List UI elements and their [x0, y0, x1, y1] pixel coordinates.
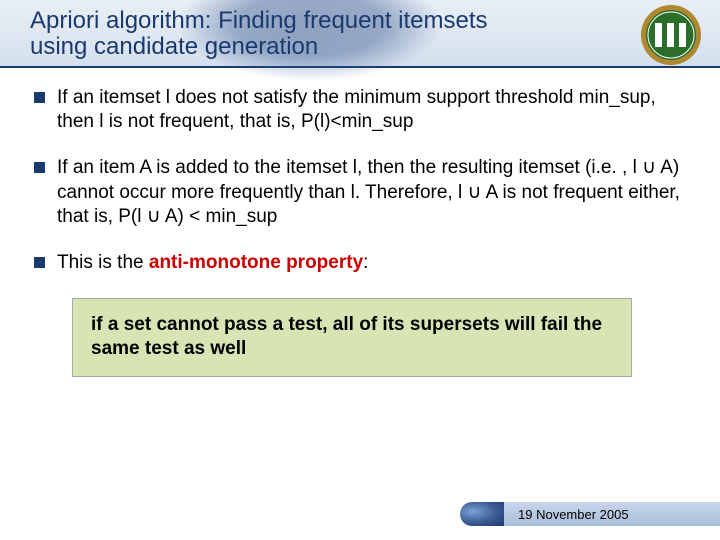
footer-date: 19 November 2005 [518, 507, 629, 522]
slide-content: If an itemset l does not satisfy the min… [0, 68, 720, 377]
bullet-square-icon [34, 92, 45, 103]
footer-date-container: 19 November 2005 [504, 502, 720, 526]
bullet-text-3: This is the anti-monotone property: [57, 251, 368, 275]
bullet-item: If an itemset l does not satisfy the min… [34, 86, 686, 135]
footer-cap-decoration [460, 502, 504, 526]
bullet-text-2: If an item A is added to the itemset l, … [57, 156, 686, 229]
bullet-square-icon [34, 257, 45, 268]
slide-title: Apriori algorithm: Finding frequent item… [30, 8, 690, 60]
bullet-square-icon [34, 162, 45, 173]
highlight-callout: if a set cannot pass a test, all of its … [72, 298, 632, 377]
title-line-2: using candidate generation [30, 33, 318, 60]
bullet-3-suffix: : [363, 252, 368, 273]
bullet-item: This is the anti-monotone property: [34, 251, 686, 275]
bullet-3-prefix: This is the [57, 252, 149, 273]
bullet-3-emphasis: anti-monotone property [149, 252, 363, 273]
institution-logo [640, 4, 702, 66]
slide-footer: 19 November 2005 [460, 502, 720, 526]
bullet-text-1: If an itemset l does not satisfy the min… [57, 86, 686, 135]
highlight-text: if a set cannot pass a test, all of its … [91, 314, 602, 360]
bullet-item: If an item A is added to the itemset l, … [34, 156, 686, 229]
slide-header: Apriori algorithm: Finding frequent item… [0, 0, 720, 68]
title-line-1: Apriori algorithm: Finding frequent item… [30, 7, 488, 34]
